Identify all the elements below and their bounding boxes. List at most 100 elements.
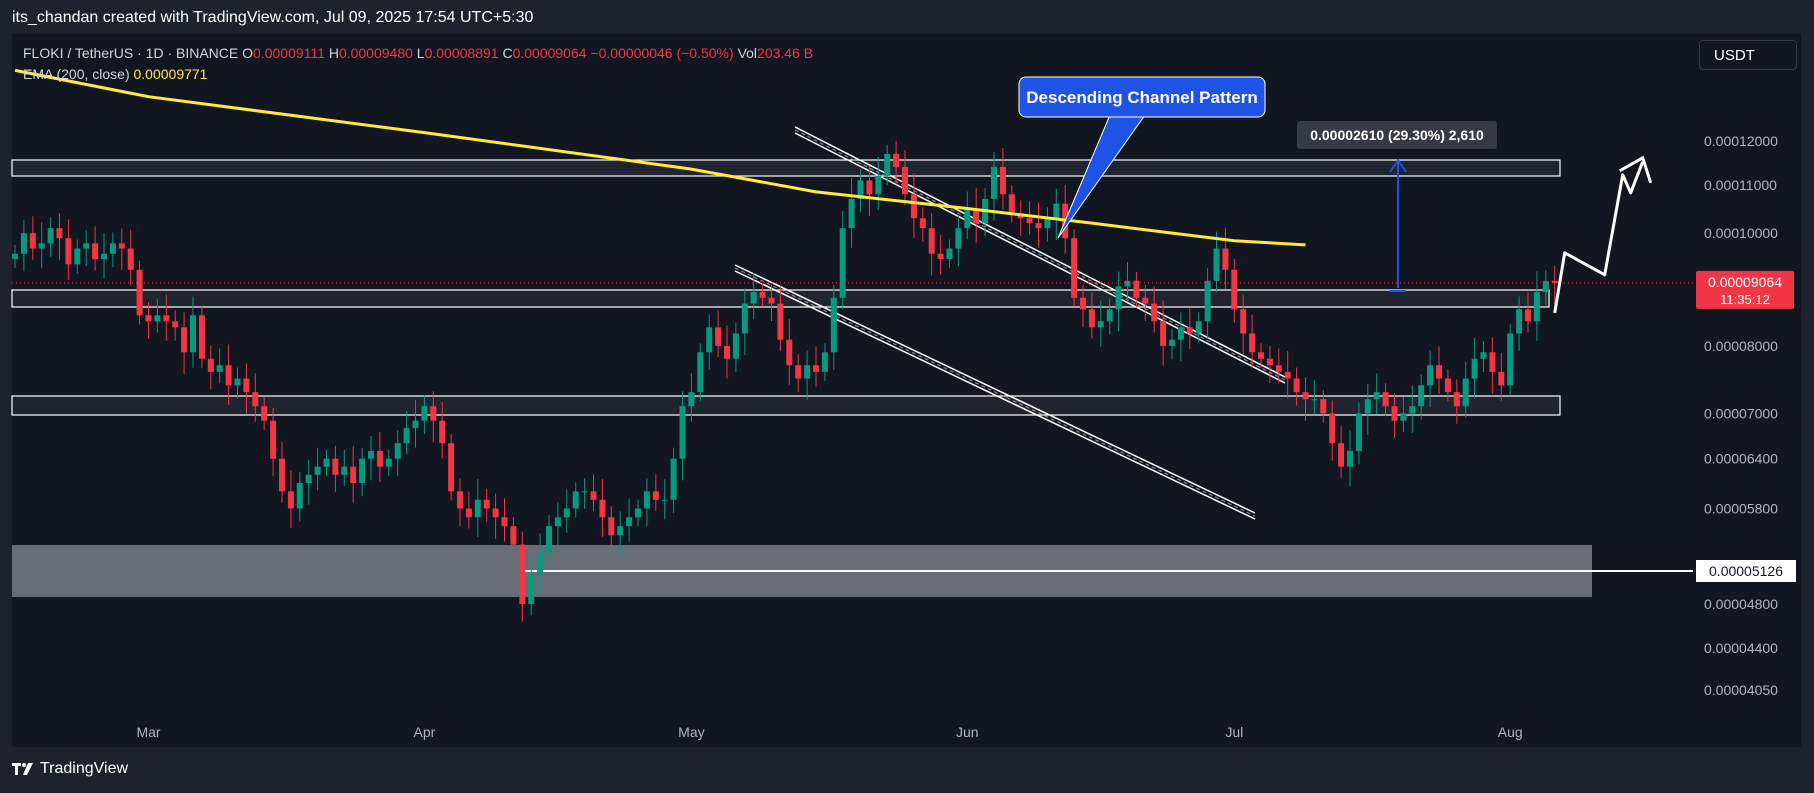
candle-body [181,327,188,353]
close-value: 0.00009064 [512,45,587,61]
candle-body [145,315,152,322]
candle-body [732,333,739,359]
candle-body [1311,399,1318,401]
symbol-name[interactable]: FLOKI / TetherUS · 1D · BINANCE [23,45,239,61]
candle-body [403,428,410,444]
candle-body [1355,413,1362,451]
y-tick-label: 0.00010000 [1704,225,1778,241]
candle-body [572,491,579,509]
candle-body [279,458,285,492]
candle-body [38,243,45,249]
candle-body [706,327,713,353]
candle-body [1142,297,1149,304]
candle-body [1364,399,1371,414]
x-tick-label: Mar [136,724,160,740]
candle-body [350,466,357,483]
candle-body [786,339,793,366]
callout-box[interactable] [1018,76,1266,118]
candle-body [430,406,437,421]
candle-body [1071,238,1078,298]
y-tick-label: 0.00004050 [1704,682,1778,698]
candle-body [448,443,455,492]
candle-body [1231,269,1238,310]
close-label: C [502,45,513,61]
candle-body [1489,352,1496,372]
measure-label: 0.00002610 (29.30%) 2,610 [1310,127,1484,143]
candle-body [1008,194,1015,214]
channel-bottom-line-inner [734,270,1256,520]
candle-body [1186,327,1193,334]
y-tick-label: 0.00011000 [1704,177,1777,193]
candle-body [590,491,597,500]
candle-body [109,243,116,254]
candle-body [910,194,917,219]
candle-body [1471,358,1478,379]
candle-body [581,491,588,493]
candle-body [563,508,570,518]
ema-200-line [14,68,1306,247]
candle-body [74,248,81,265]
candle-body [1053,203,1060,219]
candle-body [510,526,517,545]
y-tick-label: 0.00006400 [1704,451,1778,467]
candle-body [1400,413,1407,421]
candle-body [1204,280,1211,322]
projection-path [1553,161,1645,314]
ema-label: EMA (200, close) [23,66,130,82]
candle-body [127,248,134,270]
candle-body [1026,218,1033,224]
candle-body [1436,365,1442,379]
candle-body [83,243,90,249]
y-tick-label: 0.00004800 [1704,596,1778,612]
channel-top-line-outer [794,126,1286,378]
x-tick-label: Jul [1225,724,1243,740]
candle-body [626,517,633,527]
candle-body [1080,297,1086,310]
candle-body [20,233,27,254]
candle-body [474,499,481,518]
tradingview-logo-text: TradingView [40,760,129,777]
candle-body [528,573,535,605]
candle-body [234,378,241,386]
candle-body [92,243,99,260]
tradingview-logo[interactable]: TradingView [12,760,128,778]
candle-body [465,508,472,518]
candle-body [857,180,864,199]
candle-body [261,406,268,421]
x-tick-label: Jun [956,724,979,740]
candle-body [332,458,339,475]
ema-legend[interactable]: EMA (200, close) 0.00009771 [23,66,207,82]
candle-body [599,499,606,518]
candle-body [546,526,552,555]
candle-body [296,482,303,509]
candle-body [821,352,828,372]
candle-body [902,166,908,195]
candle-body [652,491,659,500]
candle-body [47,228,54,244]
candle-body [537,554,544,574]
candle-body [804,365,811,379]
volume-value: 203.46 B [757,45,814,61]
candle-body [1391,406,1398,421]
measure-arrowhead [1389,158,1407,173]
candle-body [385,458,392,467]
candle-body [554,517,561,527]
candle-body [919,218,926,229]
candle-body [875,175,882,195]
candle-body [946,248,953,260]
chart-area[interactable] [12,34,1801,749]
candle-body [999,166,1006,195]
candle-body [359,458,366,483]
candle-body [1088,309,1095,328]
ema-value: 0.00009771 [133,66,208,82]
candle-body [635,508,641,518]
candle-body [1249,333,1256,353]
candle-body [457,491,463,509]
channel-bottom-line-mid [734,267,1256,517]
level-price-label: 0.00005126 [1709,563,1783,579]
candle-body [1106,309,1113,322]
candle-body [884,153,891,176]
currency-button[interactable]: USDT [1699,40,1797,70]
candle-body [1240,309,1247,334]
